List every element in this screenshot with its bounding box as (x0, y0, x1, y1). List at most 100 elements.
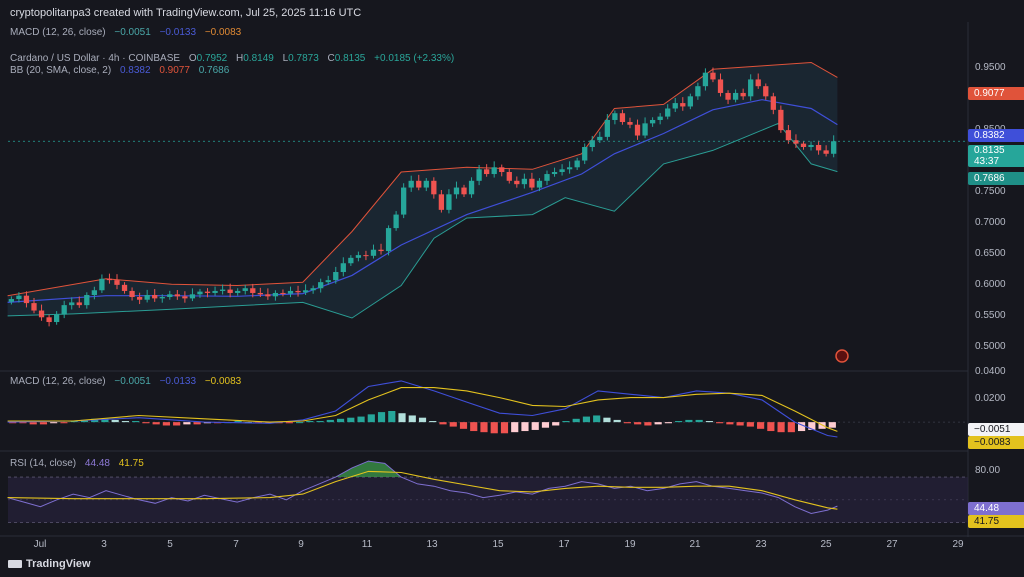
candle-body (46, 317, 52, 323)
candle-body (182, 296, 188, 299)
legend-rsi[interactable]: RSI (14, close) 44.48 41.75 (10, 458, 150, 469)
candle-body (219, 289, 226, 291)
candle-body (31, 303, 37, 311)
macd-histogram-bar (29, 422, 37, 425)
y-tick-0750: 0.7500 (975, 186, 1006, 197)
candle-body (408, 180, 414, 188)
macd-histogram-bar (50, 422, 58, 424)
candle-body (84, 294, 90, 306)
macd-histogram-bar (541, 422, 550, 428)
legend-macd-v2: −0.0133 (159, 376, 197, 387)
candle-body (129, 290, 135, 298)
legend-macd-top[interactable]: MACD (12, 26, close) −0.0051 −0.0133 −0.… (10, 27, 247, 38)
candle-body (665, 108, 671, 117)
macd-histogram-bar (480, 422, 488, 433)
macd-histogram-bar (562, 421, 570, 423)
macd-histogram-bar (377, 412, 386, 423)
macd-histogram-bar (142, 422, 150, 424)
candle-body (159, 297, 165, 299)
y-tick-0700: 0.7000 (975, 217, 1006, 228)
tradingview-logo[interactable]: TradingView (8, 558, 91, 570)
candle-body (318, 282, 324, 289)
macd-histogram-bar (347, 417, 355, 423)
candle-body (8, 299, 15, 302)
legend-bb[interactable]: BB (20, SMA, close, 2) 0.8382 0.9077 0.7… (10, 65, 235, 76)
legend-rsi-v1: 44.48 (84, 458, 110, 469)
legend-low-value: 0.7873 (288, 53, 319, 64)
rsi-overbought-fill (335, 461, 402, 478)
macd-histogram-bar (511, 422, 519, 433)
candle-body (16, 295, 22, 300)
macd-histogram-bar (644, 422, 652, 426)
macd-histogram-bar (357, 416, 365, 423)
candle-body (265, 294, 271, 297)
candle-body (355, 255, 362, 258)
macd-histogram-bar (39, 422, 48, 425)
macd-histogram-bar (521, 422, 529, 432)
macd-histogram-bar (593, 415, 601, 423)
candle-body (468, 180, 475, 195)
candle-body (227, 289, 233, 293)
macd-histogram-bar (470, 422, 478, 432)
bollinger-basis-line (7, 99, 838, 303)
candle-body (778, 109, 784, 131)
macd-histogram-bar (408, 415, 416, 423)
macd-histogram-bar (183, 422, 191, 425)
candle-body (446, 194, 452, 210)
candle-body (114, 280, 120, 285)
candle-body (551, 172, 558, 175)
macd-histogram-bar (572, 418, 580, 423)
macd-histogram-bar (459, 422, 468, 429)
candle-body (91, 290, 97, 295)
legend-bb-basis: 0.8382 (119, 65, 151, 76)
macd-histogram-bar (295, 422, 304, 424)
candle-body (348, 257, 354, 264)
macd-histogram-bar (777, 422, 785, 433)
macd-histogram-bar (623, 422, 632, 424)
macd-histogram-bar (265, 422, 273, 424)
legend-bb-lower: 0.7686 (198, 65, 230, 76)
macd-histogram-bar (162, 422, 170, 426)
tv-logo-icon (8, 560, 22, 569)
legend-symbol[interactable]: Cardano / US Dollar · 4h · COINBASE O0.7… (10, 53, 460, 64)
badge-countdown: 43:37 (974, 156, 1000, 167)
candle-body (401, 187, 407, 215)
candle-body (732, 92, 739, 100)
legend-macd[interactable]: MACD (12, 26, close) −0.0051 −0.0133 −0.… (10, 376, 247, 387)
badge-last-price: 0.8135 43:37 (968, 145, 1024, 167)
legend-rsi-v2: 41.75 (118, 458, 144, 469)
macd-histogram-bar (101, 418, 109, 423)
candle-body (740, 92, 746, 97)
macd-histogram-bar (552, 422, 560, 426)
badge-macd-signal: −0.0083 (968, 436, 1024, 449)
macd-histogram-bar (736, 422, 744, 426)
macd-histogram-bar (398, 413, 406, 423)
candle-body (257, 292, 263, 295)
candle-body (597, 136, 603, 141)
candle-body (619, 113, 626, 123)
candle-body (370, 249, 377, 256)
legend-macd-v3: −0.0083 (204, 376, 242, 387)
macd-histogram-bar (654, 422, 662, 425)
candle-body (544, 174, 550, 181)
candle-body (423, 180, 429, 188)
candle-body (242, 288, 248, 291)
candle-body (295, 290, 301, 293)
y-tick-0500: 0.5000 (975, 341, 1006, 352)
macd-histogram-bar (234, 421, 242, 423)
macd-histogram-bar (449, 422, 457, 427)
macd-histogram-bar (429, 421, 437, 423)
legend-change: +0.0185 (+2.33%) (374, 53, 455, 64)
macd-histogram-bar (285, 422, 293, 424)
candle-body (748, 79, 754, 97)
macd-histogram-bar (685, 419, 693, 423)
x-tick-23: 23 (755, 539, 767, 550)
macd-histogram-bar (757, 422, 765, 429)
macd-histogram-bar (132, 421, 140, 423)
candle-body (378, 249, 384, 252)
legend-high: H0.8149 (236, 53, 274, 64)
candle-body (672, 103, 678, 109)
legend-close: C0.8135 (327, 53, 366, 64)
candle-body (189, 294, 196, 299)
